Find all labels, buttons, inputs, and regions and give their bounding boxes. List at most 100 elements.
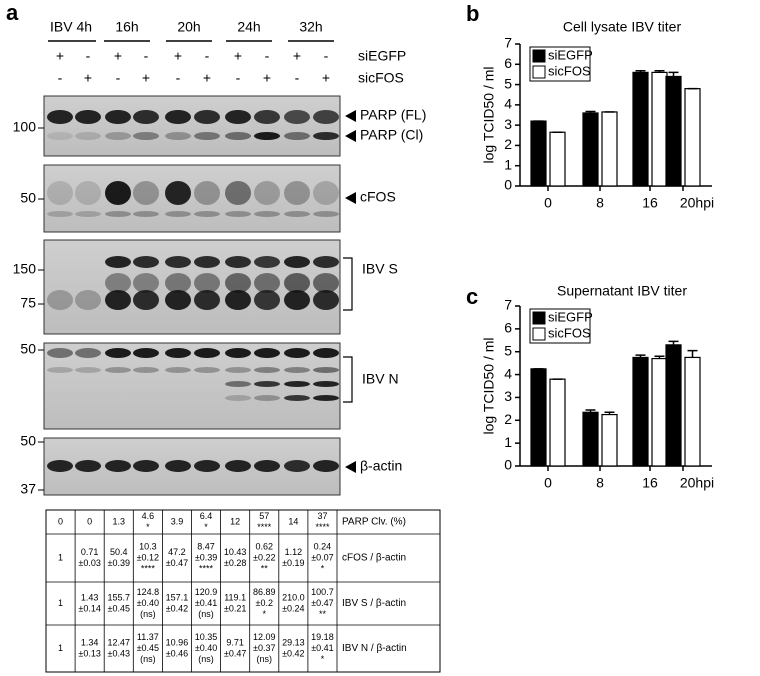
blot-band bbox=[225, 181, 251, 205]
blot-band bbox=[254, 256, 280, 268]
blot-band bbox=[165, 460, 191, 472]
blot-band bbox=[194, 256, 220, 268]
blot-band bbox=[165, 290, 191, 310]
table-cell: 0 bbox=[58, 516, 63, 526]
blot-band bbox=[284, 273, 310, 293]
treatment-sign: + bbox=[56, 48, 64, 64]
table-cell: 19.18 bbox=[311, 632, 334, 642]
blot-band bbox=[133, 110, 159, 124]
blot-band bbox=[47, 290, 73, 310]
panel-label: c bbox=[466, 284, 478, 309]
table-cell: **** bbox=[257, 522, 272, 532]
blot-band bbox=[165, 110, 191, 124]
band-label: IBV S bbox=[362, 261, 398, 277]
table-cell: 9.71 bbox=[226, 637, 244, 647]
table-cell: ±0.47 bbox=[311, 598, 333, 608]
blot-band bbox=[75, 290, 101, 310]
blot-band bbox=[284, 181, 310, 205]
table-cell: 10.35 bbox=[195, 632, 218, 642]
blot-band bbox=[313, 256, 339, 268]
blot-band bbox=[194, 290, 220, 310]
legend-swatch bbox=[532, 65, 546, 79]
error-bar bbox=[654, 355, 665, 359]
blot-band bbox=[75, 460, 101, 472]
table-cell: 12.09 bbox=[253, 632, 276, 642]
blot-band bbox=[105, 273, 131, 293]
table-cell: ±0.42 bbox=[166, 603, 188, 613]
table-cell: 1.3 bbox=[112, 516, 125, 526]
bar bbox=[601, 413, 618, 467]
legend-swatch bbox=[532, 311, 546, 325]
table-cell: (ns) bbox=[257, 654, 273, 664]
y-tick-label: 3 bbox=[504, 116, 512, 132]
treatment-sign: - bbox=[236, 70, 241, 86]
row-label: PARP Clv. (%) bbox=[342, 517, 406, 528]
table-cell: **** bbox=[315, 522, 330, 532]
x-tick-label: 20hpi bbox=[680, 195, 714, 211]
table-cell: 100.7 bbox=[311, 587, 334, 597]
bar bbox=[651, 71, 668, 187]
blot-band bbox=[105, 211, 131, 217]
blot-image bbox=[43, 95, 341, 157]
table-cell: ±0.42 bbox=[282, 648, 304, 658]
blot-band bbox=[194, 110, 220, 124]
treatment-sign: + bbox=[174, 48, 182, 64]
table-cell: ±0.45 bbox=[108, 603, 130, 613]
bar bbox=[665, 344, 682, 467]
blot-image bbox=[43, 164, 341, 233]
table-cell: 4.6 bbox=[142, 511, 155, 521]
y-tick-label: 0 bbox=[504, 457, 512, 473]
treatment-sign: + bbox=[203, 70, 211, 86]
treatment-sign: - bbox=[116, 70, 121, 86]
blot-band bbox=[254, 348, 280, 358]
table-cell: ±0.24 bbox=[282, 603, 304, 613]
mw-marker: 75 bbox=[20, 295, 36, 311]
y-tick-label: 5 bbox=[504, 342, 512, 358]
legend-swatch bbox=[532, 327, 546, 341]
row-label: IBV S / β-actin bbox=[342, 598, 406, 609]
table-cell: 1.34 bbox=[81, 637, 99, 647]
table-cell: 10.96 bbox=[166, 637, 189, 647]
timepoint-label: 24h bbox=[237, 19, 260, 35]
blot-band bbox=[254, 367, 280, 373]
bar bbox=[684, 88, 701, 187]
y-tick-label: 1 bbox=[504, 156, 512, 172]
treatment-sign: + bbox=[84, 70, 92, 86]
blot-band bbox=[47, 181, 73, 205]
table-cell: ±0.41 bbox=[195, 598, 217, 608]
mw-marker: 150 bbox=[13, 261, 37, 277]
y-tick-label: 5 bbox=[504, 75, 512, 91]
mw-marker: 50 bbox=[20, 190, 36, 206]
blot-band bbox=[254, 381, 280, 387]
blot-band bbox=[165, 181, 191, 205]
legend-label: siEGFP bbox=[548, 309, 593, 324]
blot-band bbox=[225, 273, 251, 293]
bar bbox=[651, 357, 668, 467]
treatment-sign: + bbox=[263, 70, 271, 86]
table-cell: 8.47 bbox=[197, 541, 215, 551]
blot-band bbox=[105, 110, 131, 124]
table-cell: 50.4 bbox=[110, 547, 128, 557]
blot-band bbox=[254, 290, 280, 310]
band-label: cFOS bbox=[360, 189, 396, 205]
bar bbox=[684, 356, 701, 467]
table-cell: 119.1 bbox=[224, 592, 246, 602]
table-cell: (ns) bbox=[140, 654, 156, 664]
table-cell: **** bbox=[199, 563, 214, 573]
blot-band bbox=[75, 181, 101, 205]
blot-band bbox=[284, 348, 310, 358]
table-cell: 120.9 bbox=[195, 587, 218, 597]
table-cell: ±0.14 bbox=[78, 603, 100, 613]
treatment-sign: + bbox=[234, 48, 242, 64]
arrowhead bbox=[345, 110, 356, 122]
blot-band bbox=[313, 367, 339, 373]
blot-band bbox=[313, 181, 339, 205]
table-cell: ±0.07 bbox=[311, 552, 333, 562]
table-cell: 12.47 bbox=[107, 637, 130, 647]
treatment-sign: + bbox=[114, 48, 122, 64]
error-bar bbox=[585, 110, 596, 113]
bar bbox=[549, 131, 566, 187]
blot-band bbox=[165, 211, 191, 217]
blot-band bbox=[313, 395, 339, 401]
table-cell: ±0.39 bbox=[108, 558, 130, 568]
